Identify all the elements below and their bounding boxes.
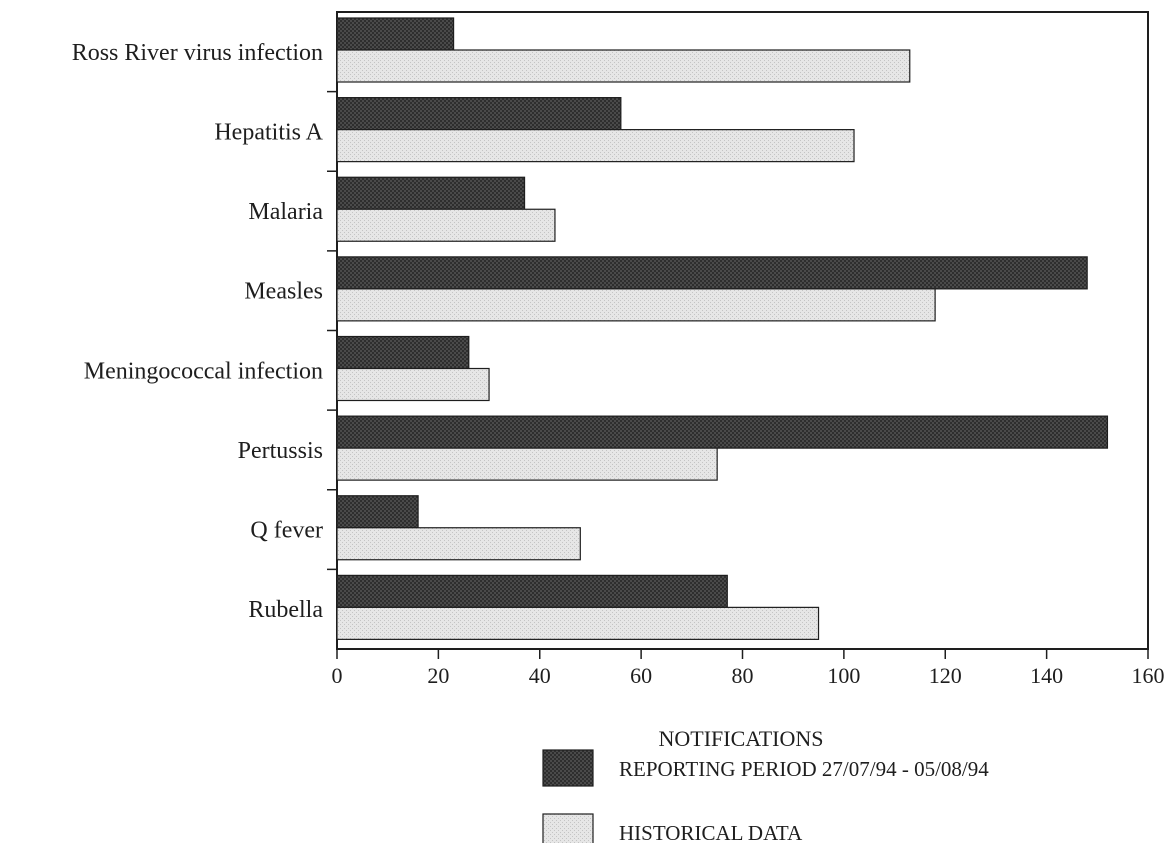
bar-malaria-series-2 — [336, 208, 556, 242]
legend: REPORTING PERIOD 27/07/94 - 05/08/94 HIST… — [542, 749, 989, 848]
bar-rubella-series-1 — [336, 574, 728, 608]
x-tick-label-0: 0 — [332, 663, 343, 688]
category-label-meningococcal-infection: Meningococcal infection — [84, 358, 323, 384]
x-tick-label-160: 160 — [1132, 663, 1165, 688]
legend-swatch-series-1 — [542, 749, 594, 787]
category-label-malaria: Malaria — [248, 199, 323, 225]
category-label-measles: Measles — [244, 279, 323, 305]
x-tick-label-80: 80 — [732, 663, 754, 688]
x-tick-label-120: 120 — [929, 663, 962, 688]
category-label-hepatitis-a: Hepatitis A — [214, 119, 323, 145]
bar-rubella-series-2 — [336, 606, 820, 640]
legend-swatch-series-2 — [542, 813, 594, 848]
bar-ross-river-virus-infection-series-1 — [336, 17, 455, 51]
bar-hepatitis-a-series-1 — [336, 97, 622, 131]
bar-malaria-series-1 — [336, 176, 526, 210]
legend-label-series-1: REPORTING PERIOD 27/07/94 - 05/08/94 — [619, 757, 989, 781]
legend-label-series-2: HISTORICAL DATA — [619, 821, 803, 843]
bar-q-fever-series-1 — [336, 495, 419, 529]
bar-ross-river-virus-infection-series-2 — [336, 49, 911, 83]
bar-measles-series-2 — [336, 288, 936, 322]
x-tick-label-60: 60 — [630, 663, 652, 688]
bar-meningococcal-infection-series-2 — [336, 367, 490, 402]
category-label-pertussis: Pertussis — [238, 438, 323, 464]
category-label-ross-river-virus-infection: Ross River virus infection — [72, 40, 323, 66]
bar-measles-series-1 — [336, 256, 1088, 290]
x-tick-label-140: 140 — [1030, 663, 1063, 688]
x-axis: 0 20 40 60 80 100 120 140 160 — [332, 649, 1165, 688]
category-labels: Ross River virus infection Hepatitis A Mal… — [72, 40, 337, 623]
x-axis-title: NOTIFICATIONS — [659, 726, 824, 751]
bars-layer — [336, 17, 1109, 640]
x-tick-label-40: 40 — [529, 663, 551, 688]
category-label-rubella: Rubella — [248, 597, 323, 623]
bar-pertussis-series-1 — [336, 415, 1109, 449]
bar-hepatitis-a-series-2 — [336, 129, 855, 163]
bar-meningococcal-infection-series-1 — [336, 335, 470, 370]
bar-pertussis-series-2 — [336, 447, 718, 481]
x-tick-label-20: 20 — [427, 663, 449, 688]
category-label-q-fever: Q fever — [250, 518, 323, 544]
bar-q-fever-series-2 — [336, 527, 581, 561]
x-tick-label-100: 100 — [827, 663, 860, 688]
